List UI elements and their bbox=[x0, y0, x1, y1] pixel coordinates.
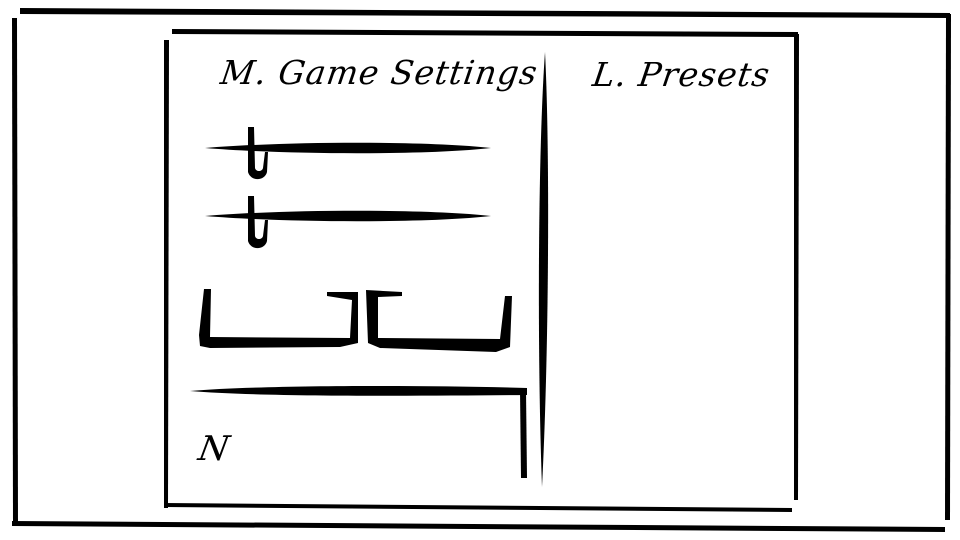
outer-frame-top bbox=[20, 8, 950, 18]
game-settings-title: M. Game Settings bbox=[218, 53, 541, 92]
panel-divider bbox=[538, 52, 549, 487]
outer-frame-right bbox=[945, 14, 951, 520]
inner-frame-top bbox=[172, 29, 798, 37]
presets-title: L. Presets bbox=[590, 55, 773, 94]
right-bracket-shape[interactable] bbox=[366, 290, 512, 352]
slider-2-thumb[interactable] bbox=[248, 196, 268, 249]
inner-frame-left bbox=[164, 40, 169, 508]
outer-frame-left bbox=[12, 18, 18, 525]
slider-1-thumb[interactable] bbox=[248, 127, 268, 180]
left-bracket-button[interactable] bbox=[199, 289, 358, 348]
inner-frame-bottom bbox=[164, 503, 792, 512]
text-field-line[interactable] bbox=[190, 386, 527, 396]
outer-window-frame bbox=[12, 8, 951, 532]
inner-frame-right bbox=[794, 34, 799, 500]
inner-dialog-frame bbox=[164, 29, 799, 512]
text-field[interactable] bbox=[190, 386, 527, 478]
left-bracket-shape[interactable] bbox=[199, 289, 358, 348]
slider-1[interactable] bbox=[205, 127, 491, 180]
slider-2-track[interactable] bbox=[205, 210, 491, 222]
outer-frame-bottom bbox=[12, 521, 945, 532]
text-field-right-edge bbox=[520, 390, 527, 478]
slider-2[interactable] bbox=[205, 196, 491, 249]
slider-1-track[interactable] bbox=[205, 142, 491, 154]
footer-label: N bbox=[195, 429, 233, 469]
right-bracket-button[interactable] bbox=[366, 290, 512, 352]
